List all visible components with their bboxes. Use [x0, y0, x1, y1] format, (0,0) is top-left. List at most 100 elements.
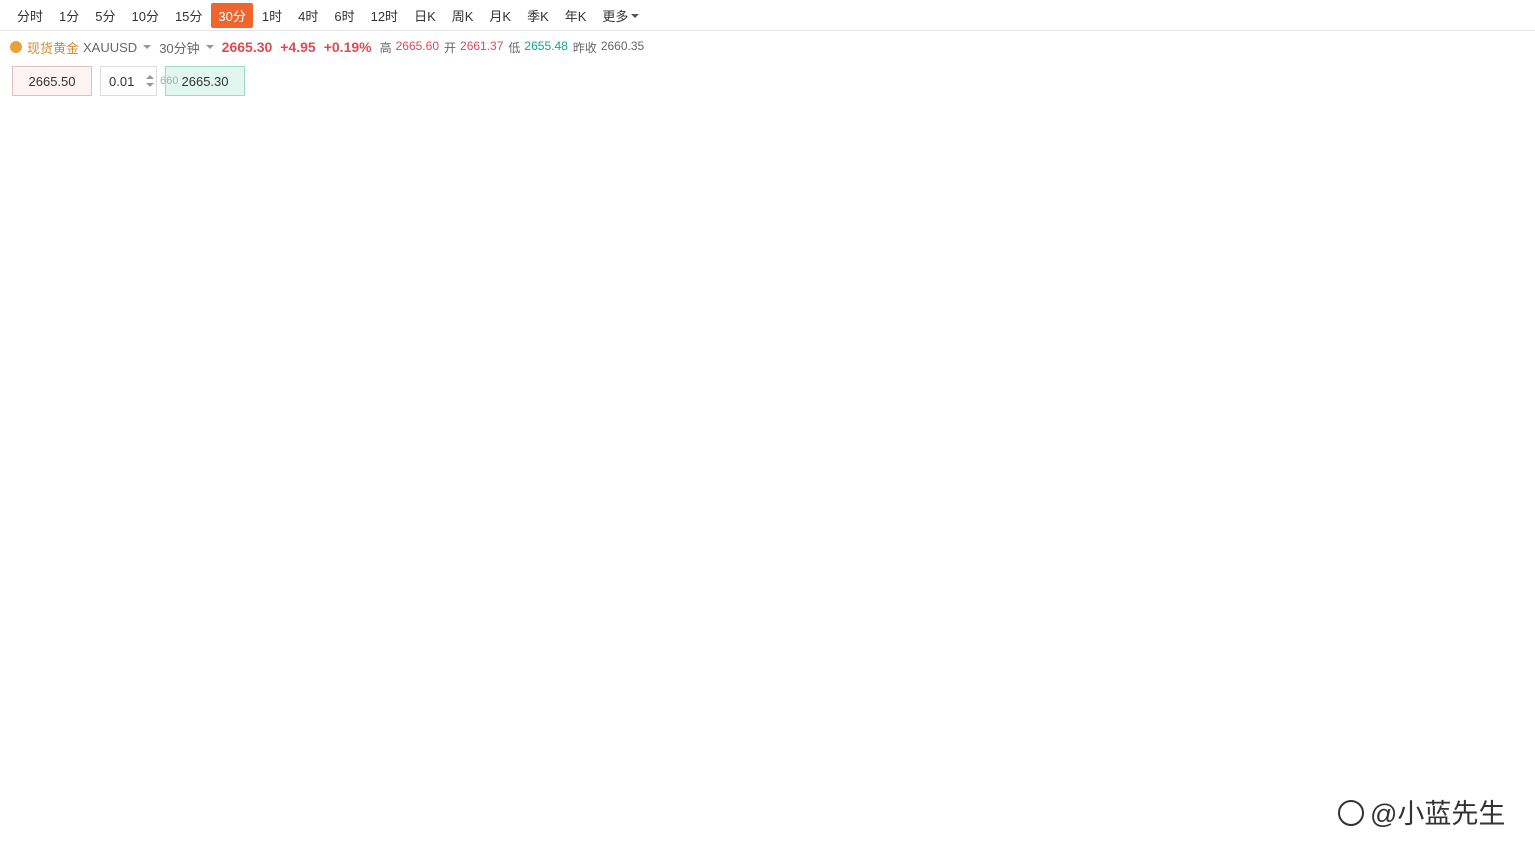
caret[interactable]	[205, 45, 214, 53]
sar-dot	[242, 73, 262, 93]
bar	[1061, 788, 1086, 831]
bar	[277, 763, 302, 831]
bar	[688, 375, 713, 403]
candle-body	[763, 170, 787, 183]
toolbar-icons[interactable]	[1028, 6, 1513, 24]
legend-item: UP:2664.41	[145, 119, 209, 133]
sar-dot	[615, 96, 636, 116]
candle-body	[53, 109, 78, 126]
quote-box[interactable]: 660 2665.30	[160, 66, 245, 96]
price-input[interactable]: 2665.50	[12, 66, 92, 96]
sar-dot	[877, 176, 897, 196]
spin-down[interactable]	[146, 83, 154, 91]
bar	[837, 773, 862, 831]
interval-tab[interactable]: 12时	[370, 8, 399, 24]
interval-tab[interactable]: 季K	[527, 8, 549, 24]
bar	[501, 375, 526, 386]
candle-body	[389, 156, 414, 172]
x-tick-label: 05:30	[499, 841, 529, 855]
sar-dot	[1101, 165, 1121, 185]
bar	[53, 316, 78, 376]
interval-tab[interactable]: 分时	[17, 8, 44, 24]
bar	[352, 375, 377, 408]
bar	[352, 753, 377, 831]
legend-item: 成交量(5)	[66, 703, 117, 718]
bar	[16, 321, 40, 376]
interval-tab[interactable]: 1时	[261, 8, 283, 24]
caret[interactable]	[143, 45, 152, 53]
legend-item: DEA:0.58111	[318, 264, 388, 278]
interval-tab[interactable]: 15分	[174, 8, 203, 24]
legend-item: DIF:0.79417	[245, 264, 311, 278]
symbol-code[interactable]: XAUUSD	[83, 39, 138, 55]
change: +4.95	[280, 39, 316, 55]
spin-up[interactable]	[146, 71, 154, 79]
bar	[800, 375, 825, 406]
bar	[426, 375, 451, 391]
legend-item: PBX13:2658.65	[435, 155, 519, 169]
close-icon	[12, 103, 24, 115]
interval-tab[interactable]: 5分	[95, 8, 116, 24]
close-icon	[12, 157, 24, 169]
countdown: 00:11:23	[1383, 241, 1449, 260]
bar	[987, 375, 1012, 394]
legend-item: D:52.85	[179, 416, 221, 430]
bar	[576, 375, 601, 383]
interval-tab[interactable]: 日K	[414, 8, 436, 24]
interval-tab[interactable]: 更多	[595, 3, 646, 28]
legend-item: BOLL(20,2,2)	[66, 119, 138, 133]
interval-tab[interactable]: 年K	[564, 8, 587, 24]
interval-tab[interactable]: 周K	[451, 8, 474, 24]
bar	[202, 365, 227, 376]
candle-body	[464, 132, 489, 134]
settings-icon	[32, 122, 42, 132]
candle-body	[165, 91, 190, 134]
line	[27, 308, 1112, 366]
settings-icon	[32, 267, 42, 277]
bar	[1099, 367, 1124, 376]
legend-item: MA20:2660.09	[302, 101, 380, 115]
candle-body	[688, 156, 713, 176]
interval-tab[interactable]: 月K	[489, 8, 512, 24]
interval-tab[interactable]: 6时	[334, 8, 355, 24]
period[interactable]: 30分钟	[159, 40, 200, 56]
interval-tab[interactable]: 1分	[59, 8, 80, 24]
toggle-icon	[51, 418, 63, 430]
pane	[16, 72, 1124, 259]
stats: 高 2665.60 开 2661.37 低 2655.48 昨收 2660.35	[380, 39, 650, 56]
sar-dot	[690, 103, 710, 123]
bar	[165, 329, 190, 376]
legend-item: MACD(12,26,9)	[66, 264, 149, 278]
close-icon	[12, 706, 24, 718]
bar	[650, 793, 675, 831]
line	[27, 594, 1112, 671]
candle-body	[1061, 151, 1086, 172]
legend-item: LOW:2655.77	[291, 119, 365, 133]
line	[27, 445, 1112, 528]
pane-controls[interactable]	[1400, 38, 1524, 57]
bar	[576, 822, 601, 831]
interval-tab[interactable]: 10分	[131, 8, 159, 24]
bar	[277, 375, 302, 409]
interval-tab[interactable]: 30分	[211, 2, 253, 28]
sar-dot	[1026, 133, 1047, 153]
bar	[1061, 375, 1086, 385]
x-tick-label: 00:30	[125, 841, 155, 855]
pane	[16, 727, 1124, 831]
divider	[0, 30, 1535, 31]
bar	[912, 375, 937, 402]
x-tick-label: 11:30	[872, 841, 901, 855]
candle-body	[202, 135, 227, 193]
lots-input[interactable]: 0.01	[100, 66, 157, 96]
pane	[27, 594, 1112, 671]
stat-value: 2661.37	[460, 38, 504, 53]
sar-dot	[503, 93, 524, 113]
candle-body	[650, 149, 675, 157]
symbol-name[interactable]: 现货黄金	[27, 40, 80, 56]
bar	[1024, 782, 1049, 831]
legend-item: MID:2660.09	[215, 119, 284, 133]
bar	[90, 315, 115, 376]
stat-value: 2660.35	[600, 38, 645, 53]
interval-tab[interactable]: 4时	[298, 8, 319, 24]
